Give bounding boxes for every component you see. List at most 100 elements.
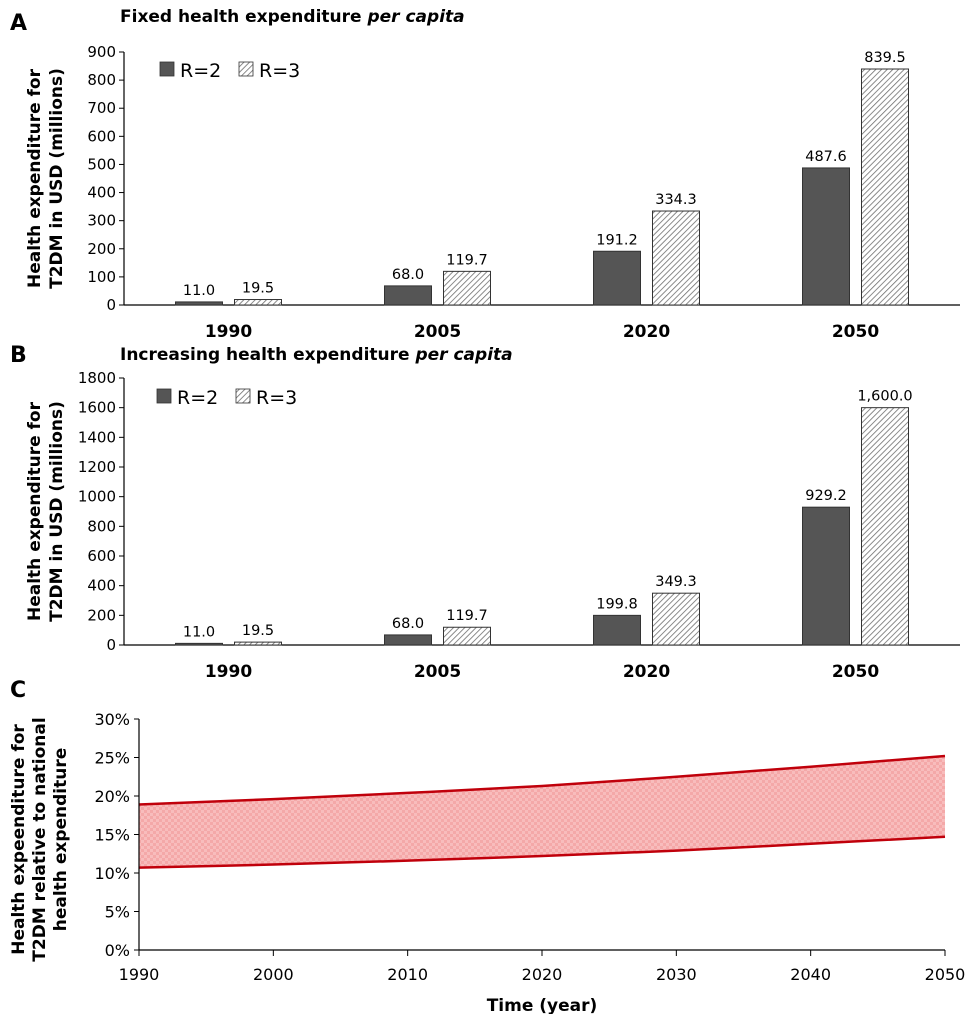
chart-b-data-label-r3-2020: 349.3: [655, 574, 697, 590]
chart-c-x-axis-title: Time (year): [487, 996, 598, 1014]
chart-b-x-tick-label-2005: 2005: [414, 662, 461, 682]
chart-a-bar-r3-2020: [652, 210, 700, 306]
chart-a-x-tick-label-2005: 2005: [414, 322, 461, 342]
chart-b-data-label-r2-2005: 68.0: [392, 616, 424, 632]
chart-b-legend-swatch-r2: [156, 388, 172, 404]
chart-b-bar-r2-2020: [593, 614, 641, 646]
chart-c-x-tick-label: 2050: [925, 965, 966, 984]
panel-b-title-italic: per capita: [414, 345, 512, 365]
chart-a-x-tick-label-1990: 1990: [205, 322, 252, 342]
chart-a-y-tick-label: 900: [87, 43, 116, 61]
chart-b-bar-r2-1990: [175, 642, 223, 646]
chart-b-bar-r3-1990: [234, 641, 282, 646]
chart-c-y-tick-label: 5%: [105, 903, 130, 922]
chart-b-bar-r3-2020: [652, 592, 700, 646]
chart-b-x-tick-label-1990: 1990: [205, 662, 252, 682]
panel-a-letter: A: [10, 11, 27, 36]
chart-b-data-label-r2-2020: 199.8: [596, 596, 638, 612]
chart-a-x-tick-label-2020: 2020: [623, 322, 670, 342]
chart-c-y-tick-label: 30%: [94, 710, 130, 729]
chart-a-legend-swatch-r3: [238, 61, 254, 77]
chart-a-bar-r3-2050: [861, 68, 909, 306]
chart-a-bar-r2-2020: [593, 250, 641, 306]
chart-c-x-tick-label: 2040: [790, 965, 831, 984]
chart-b-bar-r2-2050: [802, 506, 850, 646]
chart-b-data-label-r2-2050: 929.2: [805, 488, 847, 504]
chart-a-data-label-r2-2005: 68.0: [392, 267, 424, 283]
chart-c-x-tick-label: 1990: [119, 965, 160, 984]
chart-fixed-expenditure: 0 100 200 300 400 500 600 700 800 900 11.0 19.5 1990…: [25, 43, 960, 342]
chart-b-y-tick-label: 0: [106, 636, 116, 654]
chart-a-data-label-r3-1990: 19.5: [242, 281, 274, 297]
chart-a-bar-r3-2005: [443, 270, 491, 306]
panel-a-title-plain: Fixed health expenditure: [120, 7, 367, 27]
chart-a-data-label-r3-2005: 119.7: [446, 252, 488, 268]
chart-b-y-tick-label: 1600: [78, 399, 116, 417]
panel-b-title-plain: Increasing health expenditure: [120, 345, 415, 365]
chart-b-legend: R=2 R=3: [156, 387, 297, 409]
chart-c-y-axis-title: Health expeenditure forT2DM relative to …: [9, 717, 71, 961]
chart-a-y-tick-label: 500: [87, 155, 116, 173]
chart-b-y-tick-label: 800: [87, 517, 116, 535]
chart-a-bar-r2-2005: [384, 285, 432, 306]
chart-b-y-tick-label: 1000: [78, 488, 116, 506]
chart-b-bar-r3-2005: [443, 626, 491, 646]
chart-c-x-tick-label: 2020: [522, 965, 563, 984]
chart-relative-expenditure: 0% 5% 10% 15% 20% 25% 30% 1990 2000 2010 2020 2030 2…: [9, 710, 965, 1014]
chart-a-data-label-r2-2020: 191.2: [596, 232, 638, 248]
chart-a-data-label-r2-1990: 11.0: [183, 283, 215, 299]
chart-a-bar-r3-1990: [234, 299, 282, 306]
chart-c-y-tick-label: 10%: [94, 864, 130, 883]
chart-b-data-label-r3-2005: 119.7: [446, 608, 488, 624]
chart-c-y-tick-label: 25%: [94, 749, 130, 768]
chart-a-y-tick-label: 100: [87, 268, 116, 286]
panel-a-title: Fixed health expenditure per capita: [120, 7, 465, 27]
chart-b-y-tick-label: 600: [87, 547, 116, 565]
chart-a-legend: R=2 R=3: [159, 60, 300, 82]
chart-a-y-tick-label: 0: [106, 296, 116, 314]
chart-a-y-tick-label: 400: [87, 184, 116, 202]
chart-b-x-tick-label-2050: 2050: [832, 662, 879, 682]
chart-c-x-tick-label: 2010: [387, 965, 428, 984]
chart-a-legend-swatch-r2: [159, 61, 175, 77]
chart-a-bar-r2-2050: [802, 167, 850, 306]
chart-c-band-area: [139, 755, 945, 868]
chart-b-x-tick-label-2020: 2020: [623, 662, 670, 682]
chart-a-data-label-r3-2050: 839.5: [864, 50, 906, 66]
chart-a-y-tick-label: 200: [87, 240, 116, 258]
chart-a-y-tick-label: 300: [87, 212, 116, 230]
chart-c-lower-line: [138, 835, 946, 869]
chart-a-y-tick-label: 600: [87, 127, 116, 145]
chart-b-data-label-r3-1990: 19.5: [242, 623, 274, 639]
chart-a-y-tick-label: 800: [87, 71, 116, 89]
chart-b-y-tick-label: 1800: [78, 369, 116, 387]
chart-a-legend-label-r3: R=3: [259, 60, 300, 82]
chart-a-data-label-r2-2050: 487.6: [805, 149, 847, 165]
chart-c-y-tick-label: 0%: [105, 941, 130, 960]
chart-a-bar-r2-1990: [175, 301, 223, 306]
chart-b-y-tick-label: 1400: [78, 428, 116, 446]
chart-c-x-tick-label: 2030: [656, 965, 697, 984]
chart-a-y-tick-label: 700: [87, 99, 116, 117]
chart-b-legend-label-r2: R=2: [177, 387, 218, 409]
chart-b-legend-swatch-r3: [235, 388, 251, 404]
chart-increasing-expenditure: 0 200 400 600 800 1000 1200 1400 1600 1800 11.0 19.…: [25, 369, 960, 682]
chart-b-y-tick-label: 1200: [78, 458, 116, 476]
chart-b-data-label-r2-1990: 11.0: [183, 624, 215, 640]
chart-b-bar-r3-2050: [861, 407, 909, 646]
chart-b-legend-label-r3: R=3: [256, 387, 297, 409]
chart-b-y-axis-title: Health expenditure for T2DM in USD (milli…: [25, 401, 67, 622]
chart-c-y-tick-label: 15%: [94, 826, 130, 845]
chart-c-x-tick-label: 2000: [253, 965, 294, 984]
chart-a-legend-label-r2: R=2: [180, 60, 221, 82]
chart-b-y-tick-label: 400: [87, 577, 116, 595]
chart-b-data-label-r3-2050: 1,600.0: [857, 389, 912, 405]
panel-a-title-italic: per capita: [366, 7, 464, 27]
chart-b-y-tick-label: 200: [87, 606, 116, 624]
panel-b-letter: B: [10, 343, 27, 368]
chart-c-y-tick-label: 20%: [94, 787, 130, 806]
chart-c-upper-line: [138, 754, 946, 806]
chart-a-x-tick-label-2050: 2050: [832, 322, 879, 342]
chart-a-y-axis-title: Health expenditure for T2DM in USD (milli…: [25, 68, 67, 289]
